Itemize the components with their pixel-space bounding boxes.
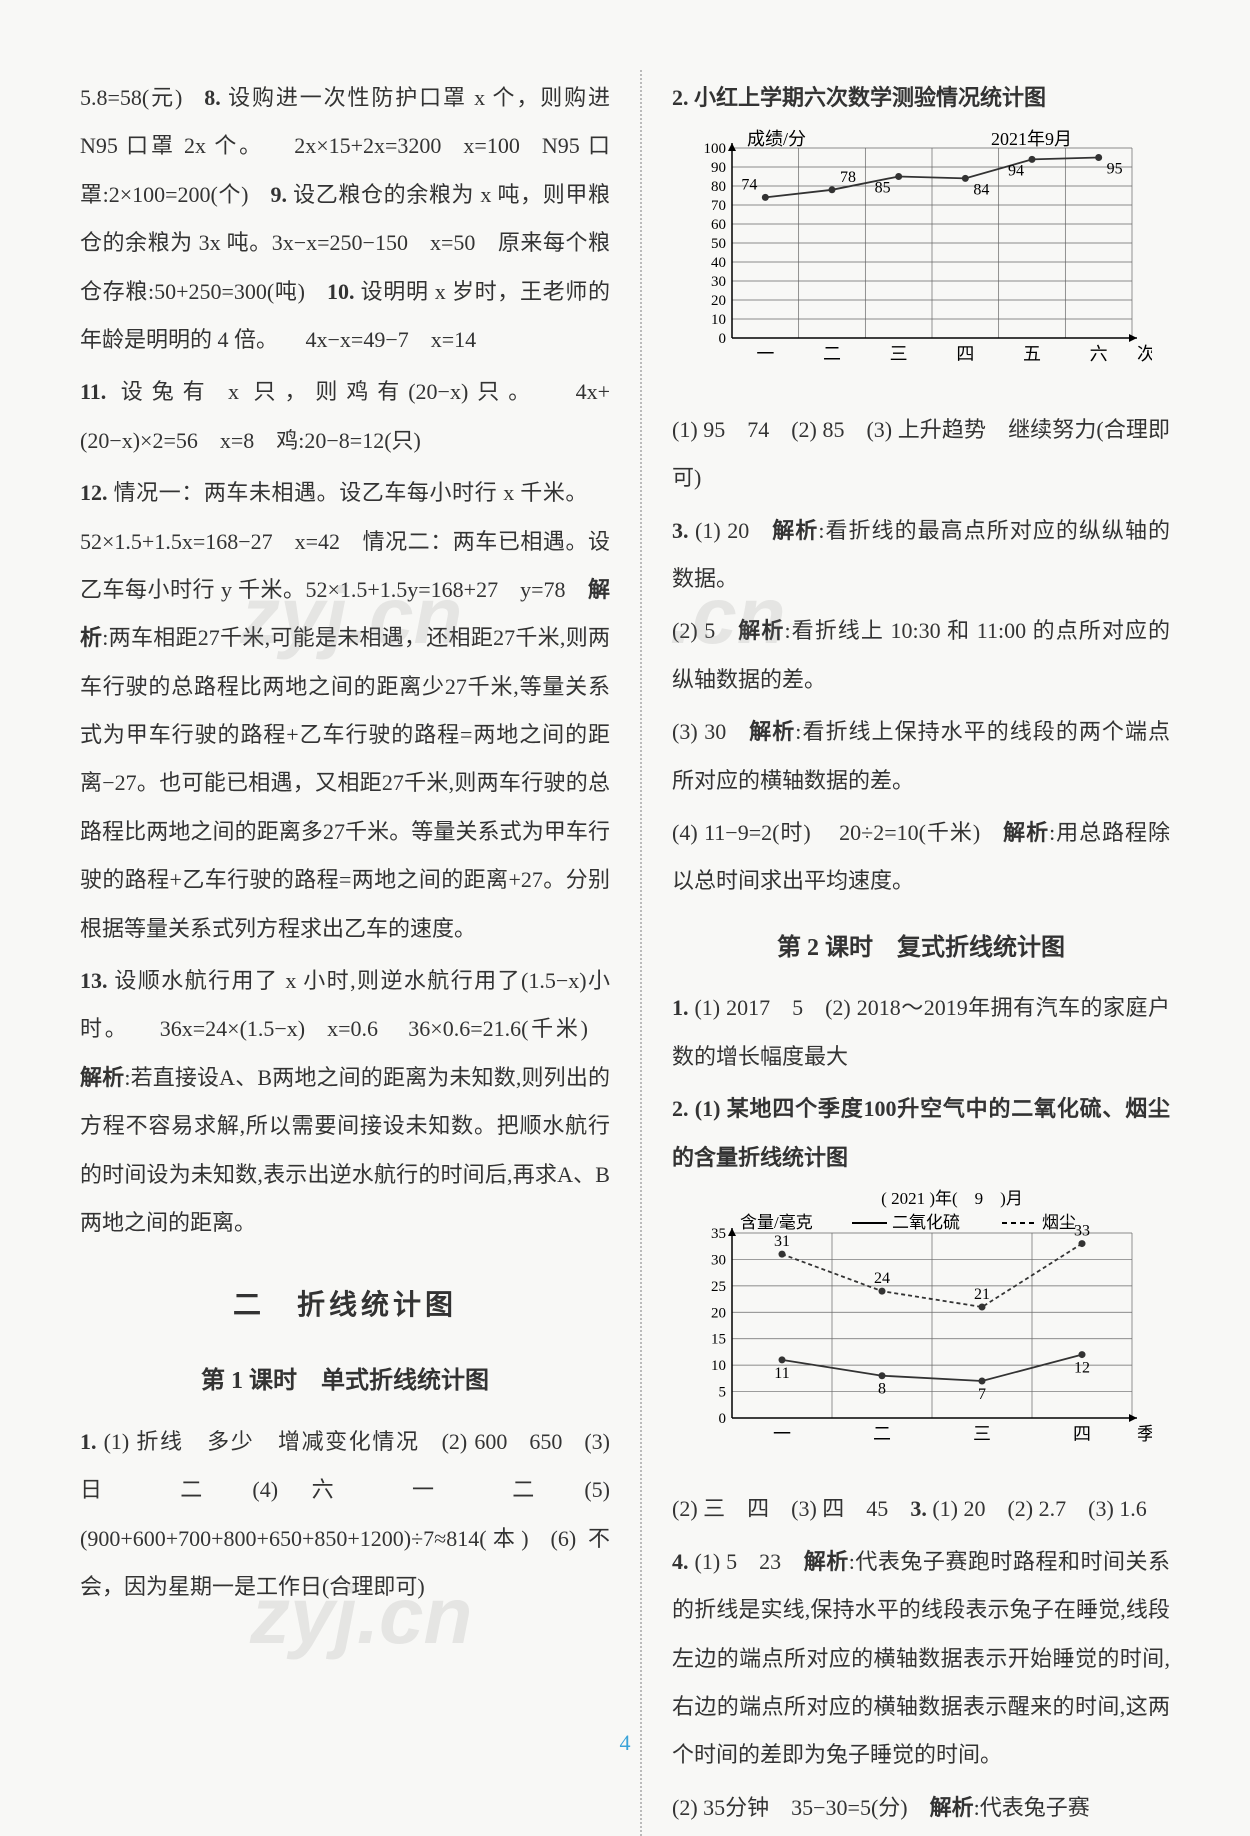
svg-text:10: 10 (711, 1358, 726, 1374)
text: (2) 5 解析:看折线上 10:30 和 11:00 的点所对应的纵轴数据的差… (672, 607, 1170, 704)
svg-text:成绩/分: 成绩/分 (747, 129, 806, 149)
text: 1. (1) 2017 5 (2) 2018～2019年拥有汽车的家庭户数的增长… (672, 984, 1170, 1081)
two-column-layout: 5.8=58(元) 8. 设购进一次性防护口罩 x 个，则购进 N95 口罩 2… (80, 70, 1170, 1836)
svg-text:25: 25 (711, 1279, 726, 1295)
text: 5.8=58(元) 8. 设购进一次性防护口罩 x 个，则购进 N95 口罩 2… (80, 74, 610, 364)
svg-text:0: 0 (719, 1411, 727, 1427)
svg-text:三: 三 (973, 1424, 991, 1444)
svg-text:31: 31 (774, 1233, 790, 1250)
svg-text:30: 30 (711, 1252, 726, 1268)
svg-text:78: 78 (840, 169, 856, 186)
right-column: 2. 小红上学期六次数学测验情况统计图 01020304050607080901… (640, 70, 1170, 1836)
svg-text:33: 33 (1074, 1223, 1090, 1240)
svg-text:四: 四 (1073, 1424, 1091, 1444)
text: (2) 35分钟 35−30=5(分) 解析:代表兔子赛 (672, 1784, 1170, 1832)
svg-text:六: 六 (1090, 344, 1108, 364)
svg-text:24: 24 (874, 1270, 890, 1287)
text: 11. 设兔有 x 只，则鸡有(20−x)只。 4x+(20−x)×2=56 x… (80, 368, 610, 465)
svg-text:二: 二 (873, 1424, 891, 1444)
text: (1) 95 74 (2) 85 (3) 上升趋势 继续努力(合理即可) (672, 406, 1170, 503)
svg-text:15: 15 (711, 1332, 726, 1348)
svg-text:94: 94 (1008, 163, 1024, 180)
svg-text:一: 一 (756, 344, 774, 364)
svg-text:84: 84 (973, 182, 989, 199)
left-column: 5.8=58(元) 8. 设购进一次性防护口罩 x 个，则购进 N95 口罩 2… (80, 70, 610, 1836)
svg-text:7: 7 (978, 1386, 986, 1403)
text: (2) 三 四 (3) 四 45 3. (1) 20 (2) 2.7 (3) 1… (672, 1485, 1170, 1533)
svg-text:一: 一 (773, 1424, 791, 1444)
svg-text:三: 三 (890, 344, 908, 364)
svg-text:80: 80 (711, 179, 726, 195)
svg-text:2021年9月: 2021年9月 (991, 129, 1072, 149)
svg-text:次序: 次序 (1137, 344, 1152, 364)
text: 3. (1) 20 解析:看折线的最高点所对应的纵纵轴的数据。 (672, 507, 1170, 604)
svg-text:30: 30 (711, 274, 726, 290)
svg-text:20: 20 (711, 1305, 726, 1321)
svg-text:85: 85 (875, 180, 891, 197)
text: 4. (1) 5 23 解析:代表兔子赛跑时路程和时间关系的折线是实线,保持水平… (672, 1538, 1170, 1780)
svg-text:35: 35 (711, 1226, 726, 1242)
svg-text:烟尘: 烟尘 (1042, 1213, 1076, 1232)
svg-text:0: 0 (719, 331, 727, 347)
chart-2: 0 5 10 15 20 25 30 35 31 24 21 33 11 8 7 12 一 二 三 四 季度 含量/毫克 (… (672, 1188, 1170, 1475)
svg-text:二氧化硫: 二氧化硫 (892, 1213, 960, 1232)
text: (4) 11−9=2(时) 20÷2=10(千米) 解析:用总路程除以总时间求出… (672, 809, 1170, 906)
chart-heading-2: 2. (1) 某地四个季度100升空气中的二氧化硫、烟尘的含量折线统计图 (672, 1085, 1170, 1182)
svg-text:60: 60 (711, 217, 726, 233)
text: 12. 情况一：两车未相遇。设乙车每小时行 x 千米。 52×1.5+1.5x=… (80, 469, 610, 953)
svg-text:5: 5 (719, 1385, 727, 1401)
section-title: 二 折线统计图 (80, 1275, 610, 1337)
svg-text:10: 10 (711, 312, 726, 328)
svg-text:50: 50 (711, 236, 726, 252)
svg-text:20: 20 (711, 293, 726, 309)
svg-text:40: 40 (711, 255, 726, 271)
svg-text:95: 95 (1107, 161, 1123, 178)
svg-text:四: 四 (956, 344, 974, 364)
chart-heading: 2. 小红上学期六次数学测验情况统计图 (672, 74, 1170, 122)
svg-text:11: 11 (774, 1365, 789, 1382)
svg-text:74: 74 (741, 177, 757, 194)
lesson-title: 第 1 课时 单式折线统计图 (80, 1355, 610, 1408)
svg-text:70: 70 (711, 198, 726, 214)
text: 1. (1) 折线 多少 增减变化情况 (2) 600 650 (3) 日 二 … (80, 1418, 610, 1612)
svg-text:( 2021 )年( 9 )月: ( 2021 )年( 9 )月 (881, 1189, 1023, 1208)
chart-1: 0 10 20 30 40 50 60 70 80 90 100 74 78 85 84 94 95 一 二 三 四 五 六… (672, 128, 1170, 395)
svg-text:12: 12 (1074, 1360, 1090, 1377)
svg-text:二: 二 (823, 344, 841, 364)
svg-text:100: 100 (704, 141, 727, 157)
page-number: 4 (620, 1730, 631, 1756)
text: (3) 30 解析:看折线上保持水平的线段的两个端点所对应的横轴数据的差。 (672, 708, 1170, 805)
lesson-title-2: 第 2 课时 复式折线统计图 (672, 922, 1170, 975)
svg-text:21: 21 (974, 1286, 990, 1303)
svg-text:含量/毫克: 含量/毫克 (740, 1213, 813, 1232)
svg-text:五: 五 (1023, 344, 1041, 364)
svg-text:90: 90 (711, 160, 726, 176)
text: 13. 设顺水航行用了 x 小时,则逆水航行用了(1.5−x)小时。 36x=2… (80, 957, 610, 1247)
svg-text:8: 8 (878, 1381, 886, 1398)
svg-text:季度: 季度 (1137, 1424, 1152, 1444)
